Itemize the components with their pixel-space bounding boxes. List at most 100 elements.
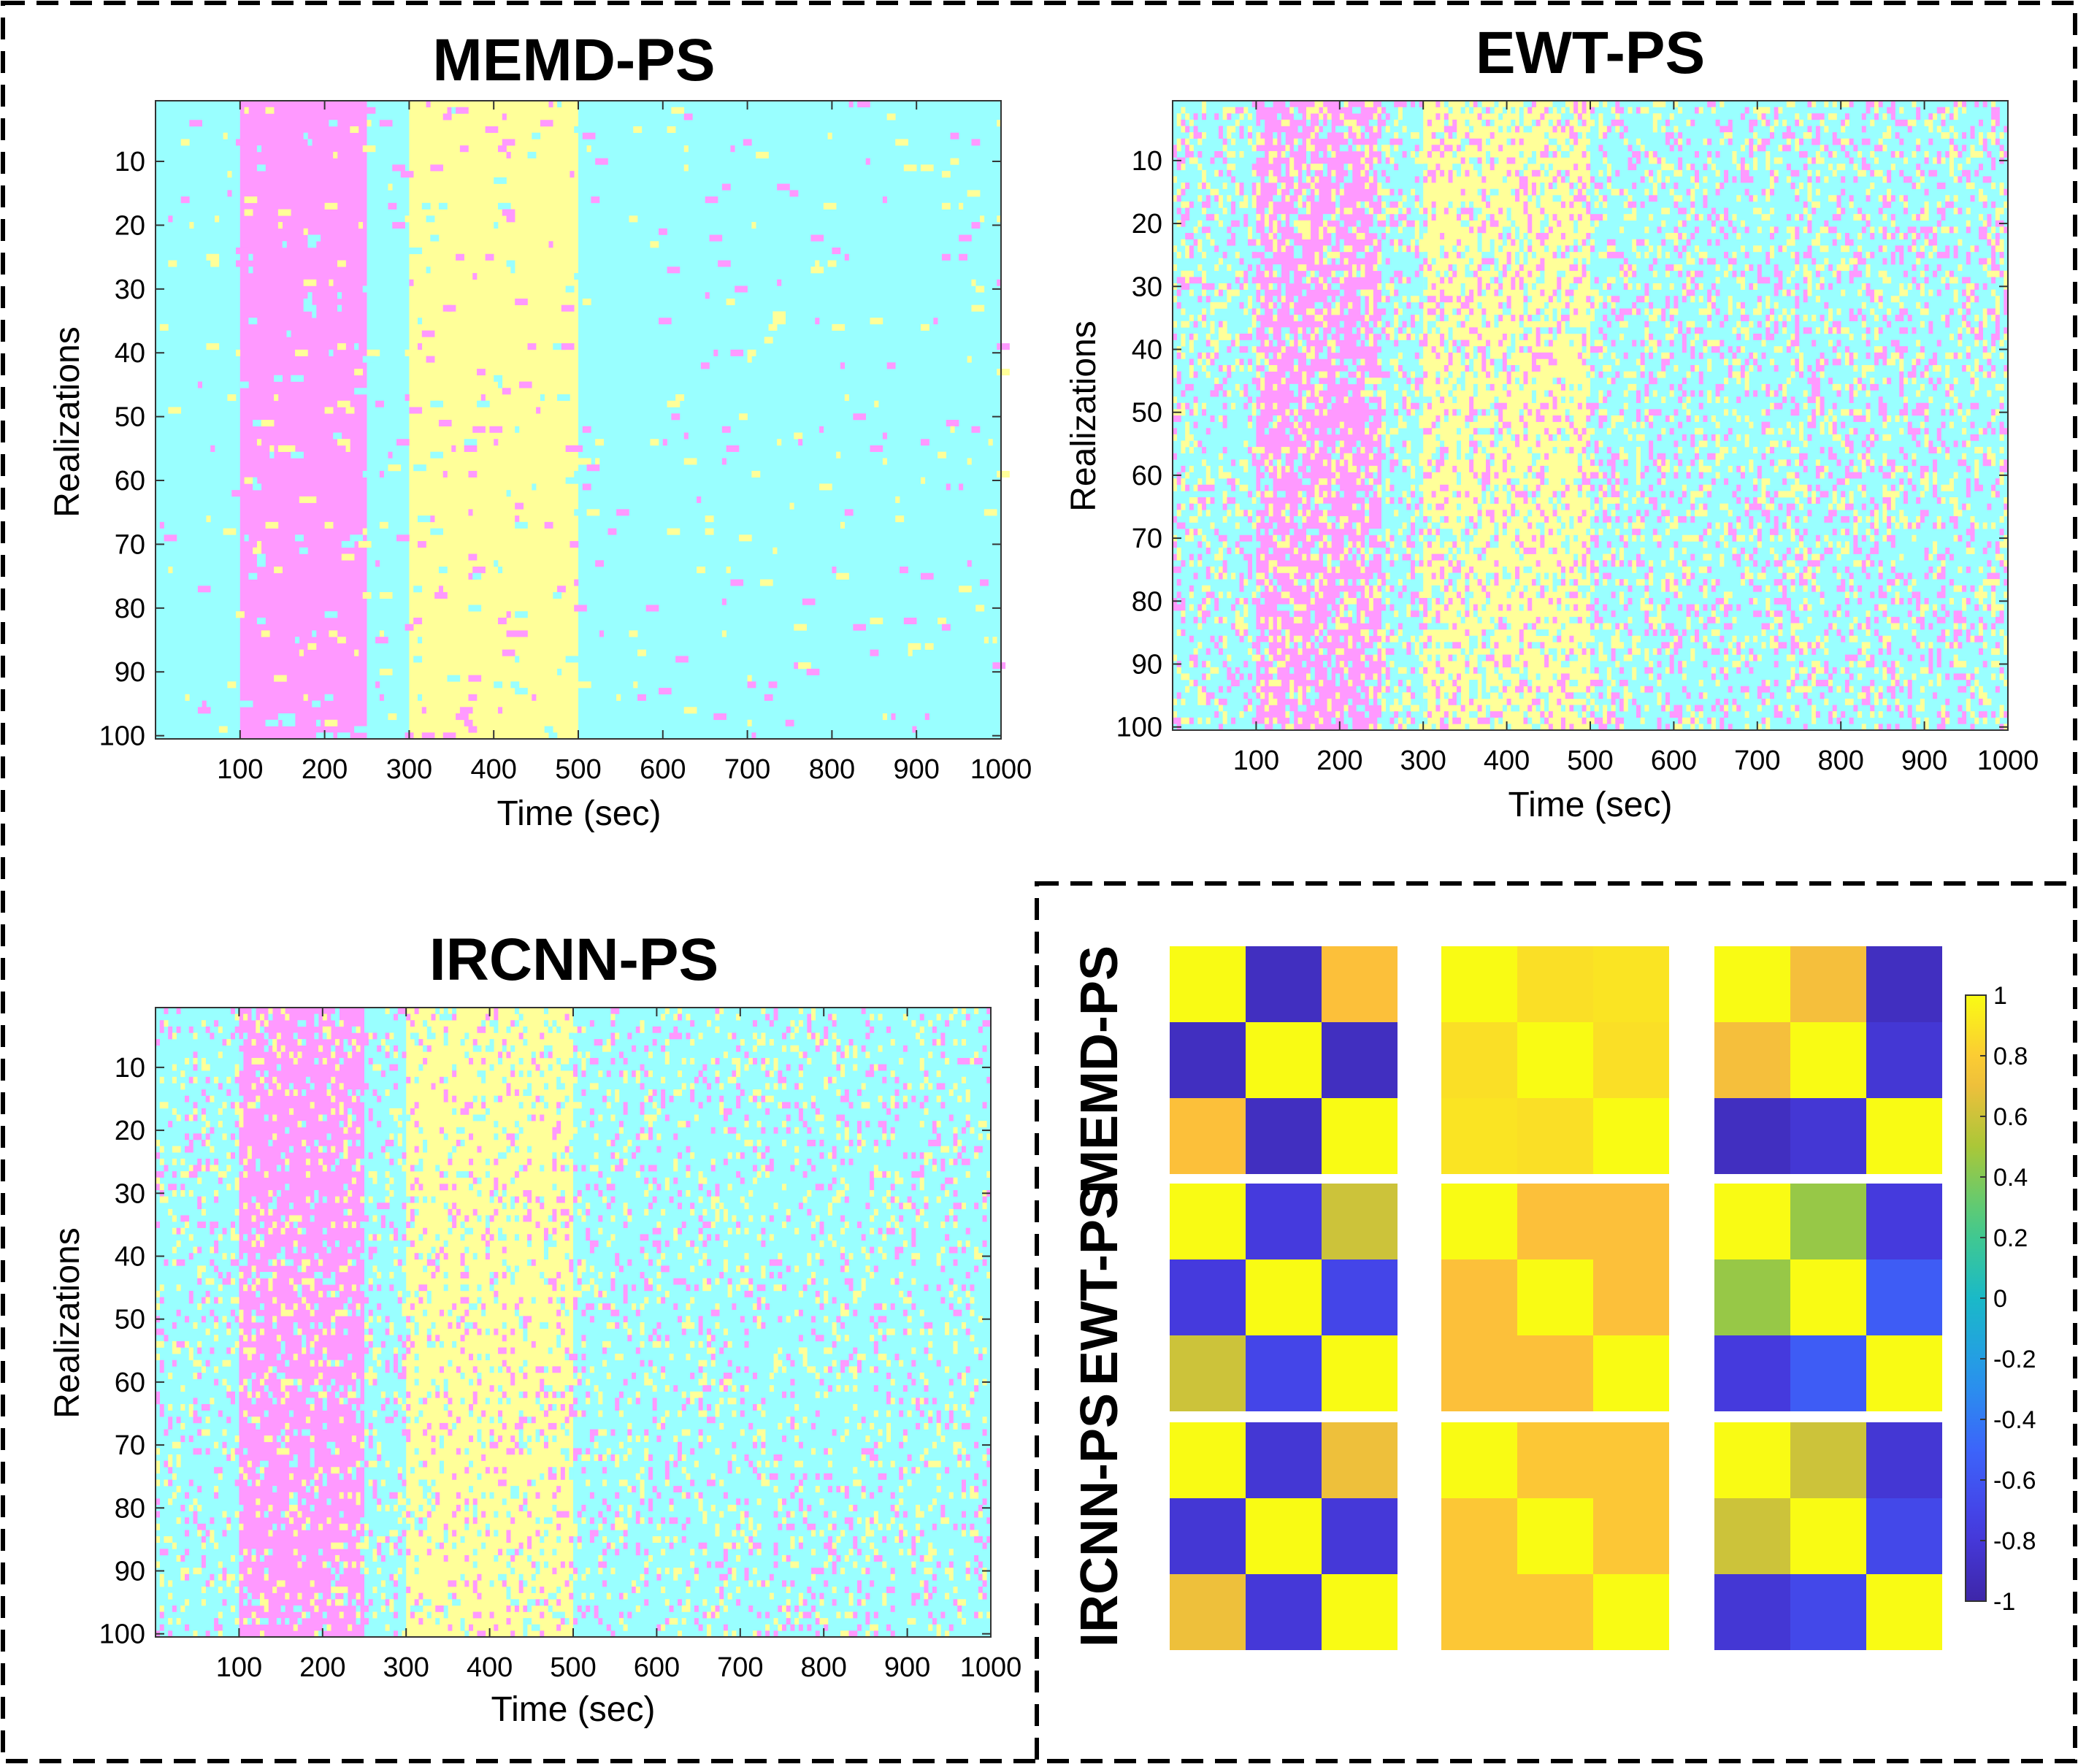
heatmap-cell <box>1669 428 1674 435</box>
heatmap-cell <box>1890 484 1895 491</box>
heatmap-cell <box>1832 138 1837 145</box>
heatmap-cell <box>1665 529 1670 536</box>
heatmap-cell <box>1247 447 1252 454</box>
heatmap-cell <box>1331 358 1336 366</box>
heatmap-cell <box>1744 390 1749 397</box>
heatmap-cell <box>751 470 761 478</box>
heatmap-cell <box>1603 157 1608 164</box>
heatmap-cell <box>1878 138 1883 145</box>
heatmap-cell <box>1690 365 1695 372</box>
heatmap-cell <box>1657 409 1662 416</box>
heatmap-cell <box>1373 195 1378 202</box>
heatmap-cell <box>1197 296 1203 303</box>
heatmap-cell <box>980 215 985 223</box>
heatmap-cell <box>1565 484 1570 491</box>
heatmap-cell <box>1636 447 1641 454</box>
heatmap-cell <box>1874 289 1879 296</box>
heatmap-cell <box>1611 421 1616 429</box>
heatmap-cell <box>1565 138 1570 145</box>
heatmap-cell <box>236 139 245 146</box>
heatmap-cell <box>1640 515 1645 523</box>
heatmap-cell <box>1427 503 1432 510</box>
heatmap-cell <box>1360 289 1365 296</box>
heatmap-cell <box>1356 358 1361 366</box>
heatmap-cell <box>1606 321 1611 328</box>
heatmap-cell <box>1890 101 1895 107</box>
heatmap-cell <box>2004 270 2009 277</box>
heatmap-cell <box>1828 377 1833 385</box>
heatmap-cell <box>1552 491 1557 498</box>
heatmap-cell <box>1502 239 1507 246</box>
heatmap-cell <box>324 719 338 726</box>
heatmap-cell <box>1887 377 1892 385</box>
heatmap-cell <box>1970 145 1975 152</box>
heatmap-cell <box>1331 214 1336 221</box>
heatmap-cell <box>1331 251 1336 258</box>
heatmap-cell <box>1181 484 1186 491</box>
heatmap-cell <box>1811 207 1817 215</box>
heatmap-cell <box>1202 289 1207 296</box>
heatmap-cell <box>1715 440 1720 448</box>
heatmap-cell <box>1916 169 1921 177</box>
heatmap-cell <box>1803 327 1808 334</box>
heatmap-cell <box>1481 358 1487 366</box>
heatmap-cell <box>1836 264 1841 272</box>
heatmap-cell <box>1820 402 1825 410</box>
heatmap-cell <box>1477 428 1482 435</box>
heatmap-cell <box>1268 421 1273 429</box>
heatmap-cell <box>1844 383 1849 391</box>
heatmap-cell <box>1247 264 1252 272</box>
heatmap-cell <box>1603 132 1608 139</box>
heatmap-cell <box>1803 465 1808 472</box>
heatmap-cell <box>1982 176 1987 183</box>
heatmap-cell <box>1197 352 1203 359</box>
heatmap-cell <box>903 617 917 624</box>
heatmap-cell <box>1181 188 1186 196</box>
heatmap-cell <box>510 139 515 146</box>
heatmap-cell <box>1552 251 1557 258</box>
heatmap-cell <box>1982 138 1987 145</box>
heatmap-cell <box>1494 472 1499 479</box>
heatmap-cell <box>1581 264 1587 272</box>
heatmap-cell <box>1744 327 1749 334</box>
heatmap-cell <box>1703 138 1708 145</box>
heatmap-cell <box>1619 119 1625 126</box>
heatmap-cell <box>1189 340 1194 347</box>
heatmap-cell <box>1870 428 1875 435</box>
heatmap-cell <box>1544 245 1549 253</box>
heatmap-cell <box>1782 119 1787 126</box>
heatmap-cell <box>1870 440 1875 448</box>
heatmap-cell <box>1598 132 1603 139</box>
heatmap-cell <box>1581 258 1587 265</box>
heatmap-cell <box>1690 188 1695 196</box>
heatmap-cell <box>1456 340 1461 347</box>
heatmap-cell <box>1636 296 1641 303</box>
heatmap-cell <box>1844 465 1849 472</box>
heatmap-cell <box>1657 245 1662 253</box>
heatmap-cell <box>1861 157 1866 164</box>
heatmap-cell <box>1460 220 1465 227</box>
heatmap-cell <box>1953 150 1958 158</box>
heatmap-cell <box>1899 371 1904 378</box>
heatmap-cell <box>967 560 972 567</box>
heatmap-cell <box>1176 371 1181 378</box>
heatmap-cell <box>1912 434 1917 441</box>
heatmap-cell <box>1899 138 1904 145</box>
heatmap-cell <box>1577 434 1582 441</box>
heatmap-cell <box>882 432 887 440</box>
heatmap-cell <box>1322 503 1327 510</box>
heatmap-cell <box>1210 352 1215 359</box>
heatmap-cell <box>1335 371 1341 378</box>
heatmap-cell <box>582 426 591 433</box>
heatmap-cell <box>1277 214 1282 221</box>
heatmap-cell <box>1540 233 1545 239</box>
heatmap-cell <box>1348 169 1353 177</box>
heatmap-cell <box>1774 283 1779 290</box>
heatmap-cell <box>1577 491 1582 498</box>
heatmap-cell <box>1519 264 1524 272</box>
heatmap-cell <box>1832 434 1837 441</box>
heatmap-cell <box>405 624 414 631</box>
heatmap-cell <box>1427 308 1432 315</box>
heatmap-cell <box>1498 207 1503 215</box>
heatmap-cell <box>1339 421 1344 429</box>
